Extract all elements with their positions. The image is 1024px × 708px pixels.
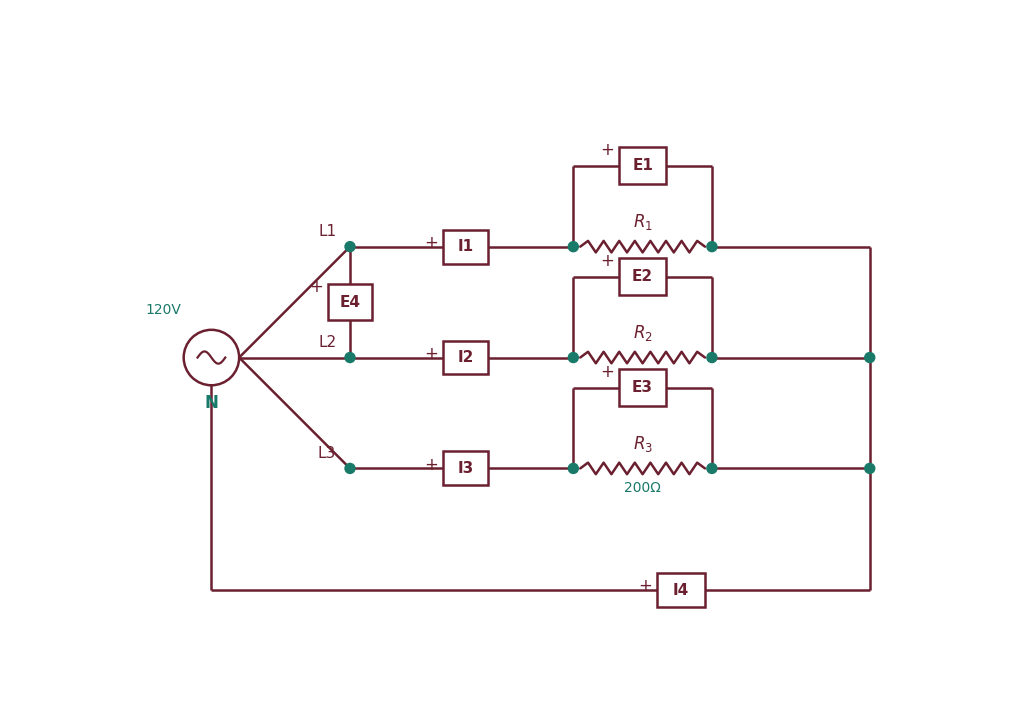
Text: 120V: 120V xyxy=(145,303,181,316)
Text: L3: L3 xyxy=(317,446,336,461)
Bar xyxy=(443,341,487,375)
Text: I2: I2 xyxy=(458,350,474,365)
Circle shape xyxy=(568,241,579,251)
Text: I1: I1 xyxy=(458,239,473,254)
Bar xyxy=(328,285,373,320)
Text: +: + xyxy=(600,252,614,270)
Text: E2: E2 xyxy=(632,269,653,284)
Circle shape xyxy=(707,464,717,474)
Text: 200Ω: 200Ω xyxy=(625,259,662,273)
Circle shape xyxy=(707,353,717,362)
Circle shape xyxy=(707,241,717,251)
Text: $R_2$: $R_2$ xyxy=(633,323,652,343)
Text: E4: E4 xyxy=(340,295,360,309)
Text: E1: E1 xyxy=(632,159,653,173)
Text: +: + xyxy=(309,278,323,297)
Circle shape xyxy=(345,241,355,251)
Text: E3: E3 xyxy=(632,380,653,395)
Text: +: + xyxy=(600,363,614,381)
Text: $R_3$: $R_3$ xyxy=(633,434,652,454)
Circle shape xyxy=(183,330,240,385)
Text: +: + xyxy=(425,345,438,362)
Text: L2: L2 xyxy=(318,335,336,350)
Text: I3: I3 xyxy=(458,461,474,476)
Text: I4: I4 xyxy=(673,583,689,598)
Text: $R_1$: $R_1$ xyxy=(633,212,652,232)
Text: +: + xyxy=(600,142,614,159)
Circle shape xyxy=(568,353,579,362)
Bar xyxy=(657,573,705,607)
Bar xyxy=(443,452,487,486)
Text: L1: L1 xyxy=(318,224,336,239)
Text: +: + xyxy=(425,455,438,474)
Bar xyxy=(618,147,667,184)
Circle shape xyxy=(568,464,579,474)
Text: +: + xyxy=(425,234,438,252)
Bar xyxy=(618,369,667,406)
Circle shape xyxy=(864,353,874,362)
Circle shape xyxy=(864,464,874,474)
Text: 200Ω: 200Ω xyxy=(625,481,662,495)
Bar xyxy=(618,258,667,295)
Text: 200Ω: 200Ω xyxy=(625,370,662,384)
Circle shape xyxy=(345,464,355,474)
Circle shape xyxy=(345,353,355,362)
Text: N: N xyxy=(205,394,218,413)
Text: +: + xyxy=(639,577,652,595)
Bar xyxy=(443,229,487,263)
